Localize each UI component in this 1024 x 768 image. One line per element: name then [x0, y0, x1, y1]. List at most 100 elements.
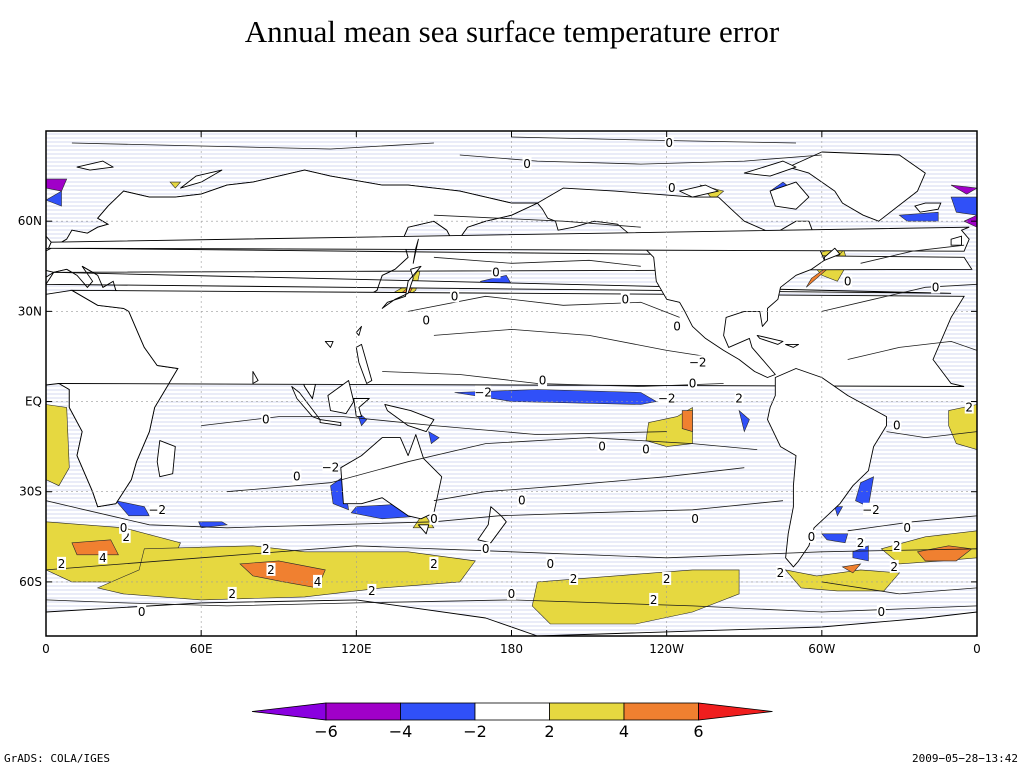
contour-label-25: 4: [98, 550, 108, 565]
contour-label-bg: [806, 529, 816, 543]
island-novaya-zemlya: [180, 169, 223, 189]
contour-label-text: −2: [148, 503, 166, 517]
contour-label-31: 2: [429, 556, 439, 571]
contour-label-bg: [876, 604, 886, 618]
contour-label-bg: [658, 391, 675, 405]
contour-label-text: 2: [122, 530, 130, 544]
contour-label-bg: [313, 574, 323, 588]
contour-label-text: 2: [58, 557, 66, 571]
contour-label-50: 0: [843, 274, 853, 288]
colorbar: −6 −4 −2 2 4 6: [251, 702, 773, 741]
contour-label-35: 0: [507, 586, 516, 601]
contour-label-text: 2: [857, 536, 865, 550]
contour-label-text: 0: [598, 440, 606, 454]
land-layer: [46, 151, 977, 636]
arabia-island-sri-lanka: [252, 371, 259, 384]
contour-label-bg: [664, 136, 674, 150]
contour-label-24: 2: [57, 556, 67, 571]
contour-label-text: −2: [474, 386, 492, 400]
anomaly-region-12: [169, 181, 182, 189]
footer-timestamp: 2009−05−28−13:42: [912, 752, 1018, 765]
island-cuba: [756, 334, 784, 345]
contour-label-text: 0: [673, 319, 681, 333]
contour-label-20: 0: [690, 511, 700, 526]
anomaly-region-5: [531, 569, 740, 625]
contour-label-bg: [569, 571, 579, 585]
contour-label-bg: [121, 529, 131, 543]
contour-label-bg: [292, 469, 302, 483]
colorbar-segment-4: [549, 702, 625, 721]
contour-label-bg: [429, 511, 439, 525]
contour-label-text: 0: [422, 313, 430, 327]
anomaly-region-6: [784, 569, 901, 592]
contour-label-bg: [137, 604, 147, 618]
contour-lines: [46, 136, 977, 613]
contour-label-text: 0: [293, 470, 301, 484]
island-ellesmere: [743, 160, 797, 177]
island-baffin: [769, 181, 810, 210]
contour-label-32: 0: [481, 541, 491, 556]
island-new-guinea: [384, 404, 435, 433]
contour-label-text: 0: [844, 274, 852, 288]
contour-line-5: [46, 545, 977, 571]
contour-label-15: 0: [597, 439, 607, 454]
contour-label-38: 2: [775, 565, 785, 580]
contour-line-7: [433, 328, 706, 357]
contour-label-bg: [450, 289, 460, 303]
contour-label-bg: [119, 520, 129, 534]
contour-label-bg: [688, 376, 698, 390]
contour-label-text: 0: [903, 521, 911, 535]
lon-tick-label: 0: [42, 642, 50, 656]
contour-label-text: 2: [267, 563, 275, 577]
contour-label-41: 2: [856, 535, 866, 550]
lon-tick-label: 120E: [341, 642, 372, 656]
contour-label-11: −2: [474, 385, 492, 400]
contour-label-text: 2: [890, 560, 898, 574]
anomaly-region-17: [681, 410, 693, 432]
contour-label-bg: [522, 157, 532, 171]
colorbar-label: −6: [314, 722, 338, 741]
anomaly-region-24: [198, 521, 228, 529]
contour-label-bg: [856, 535, 866, 549]
contour-label-19: 0: [517, 493, 527, 508]
contour-label-text: 0: [668, 181, 676, 195]
colorbar-label: 4: [619, 722, 629, 741]
contour-label-bg: [475, 385, 492, 399]
lat-tick-label: 30N: [18, 304, 42, 318]
island-newfoundland: [823, 247, 841, 261]
contour-line-1: [226, 437, 758, 493]
contour-label-text: 0: [546, 557, 554, 571]
contour-label-10: −2: [689, 355, 707, 369]
island-hispaniola: [785, 343, 800, 348]
contour-label-0: 0: [522, 157, 532, 171]
contour-label-text: 2: [570, 572, 578, 586]
contour-label-text: 0: [138, 605, 146, 619]
island-taiwan: [355, 325, 362, 336]
island-japan: [381, 265, 422, 309]
island-tasmania: [417, 524, 430, 535]
contour-label-13: 2: [734, 391, 744, 406]
contour-label-text: −2: [322, 461, 340, 475]
contour-label-52: 0: [137, 604, 147, 619]
contour-label-23: 2: [121, 529, 131, 544]
contour-label-bg: [902, 520, 912, 534]
contour-label-text: 0: [539, 373, 547, 387]
anomaly-region-0: [46, 404, 70, 487]
contour-label-text: 4: [99, 551, 107, 565]
contour-label-2: 0: [667, 181, 677, 195]
island-ireland-wrap: [950, 235, 962, 246]
anomaly-region-41: [428, 431, 440, 445]
contour-label-bg: [538, 373, 548, 387]
contour-label-47: 2: [964, 400, 974, 415]
island-svalbard: [76, 160, 114, 171]
contour-label-bg: [843, 274, 853, 288]
colorbar-segment-1: [325, 702, 401, 721]
contour-label-text: −2: [658, 392, 676, 406]
colorbar-label: −4: [389, 722, 413, 741]
contour-label-text: 2: [430, 557, 438, 571]
lon-tick-label: 180: [500, 642, 523, 656]
anomaly-region-44: [46, 178, 68, 192]
contour-label-9: 0: [688, 376, 698, 391]
contour-label-29: 2: [227, 586, 237, 601]
